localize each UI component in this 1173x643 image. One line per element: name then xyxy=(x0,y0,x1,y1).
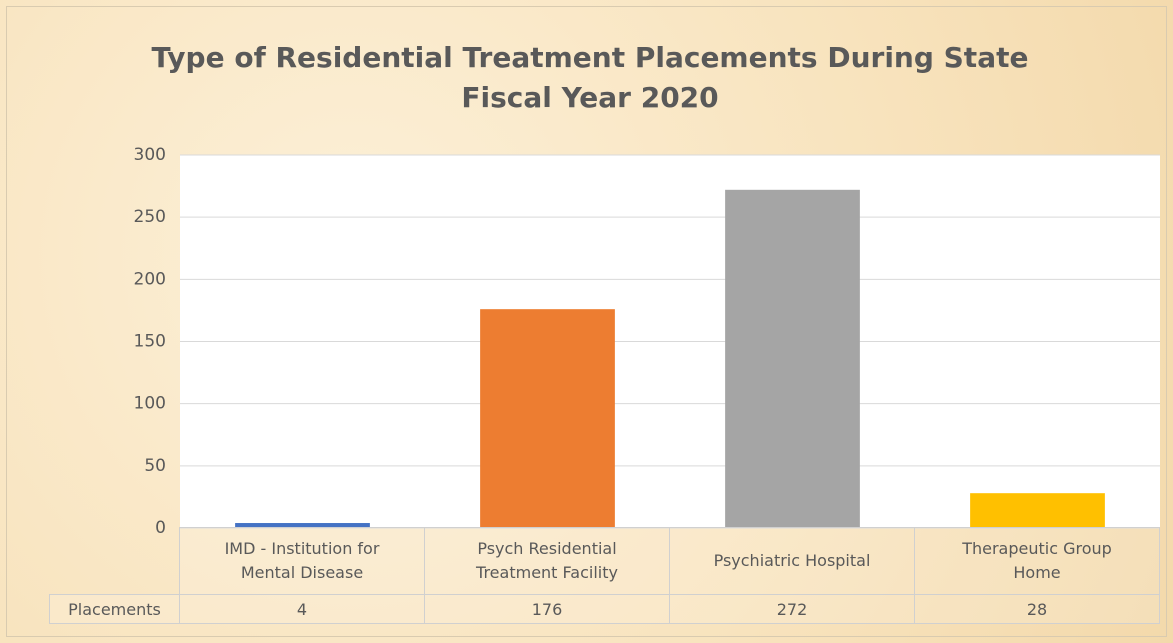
y-tick-label: 100 xyxy=(134,394,166,414)
corner-cell xyxy=(49,527,180,595)
chart-frame xyxy=(6,6,1167,637)
table-value: 28 xyxy=(914,594,1160,624)
y-tick-label: 300 xyxy=(134,145,166,165)
value-row: Placements 4 176 272 28 xyxy=(49,594,1160,624)
bar xyxy=(235,523,370,528)
table-value: 176 xyxy=(424,594,670,624)
category-label: Psych Residential Treatment Facility xyxy=(424,527,670,595)
y-tick-label: 150 xyxy=(134,332,166,352)
category-row: IMD - Institution for Mental Disease Psyc… xyxy=(49,527,1160,595)
y-tick-label: 50 xyxy=(144,456,166,476)
table-value: 4 xyxy=(179,594,425,624)
data-table: IMD - Institution for Mental Disease Psyc… xyxy=(49,527,1160,624)
bar xyxy=(970,493,1105,528)
bar xyxy=(725,189,860,528)
y-tick-label: 200 xyxy=(134,269,166,289)
y-tick-label: 250 xyxy=(134,207,166,227)
y-tick-label: 0 xyxy=(155,518,166,538)
series-name: Placements xyxy=(49,594,180,624)
table-value: 272 xyxy=(669,594,915,624)
bar xyxy=(480,309,615,528)
category-label: IMD - Institution for Mental Disease xyxy=(179,527,425,595)
category-label: Therapeutic Group Home xyxy=(914,527,1160,595)
chart-title: Type of Residential Treatment Placements… xyxy=(151,41,1029,114)
category-label: Psychiatric Hospital xyxy=(669,527,915,595)
